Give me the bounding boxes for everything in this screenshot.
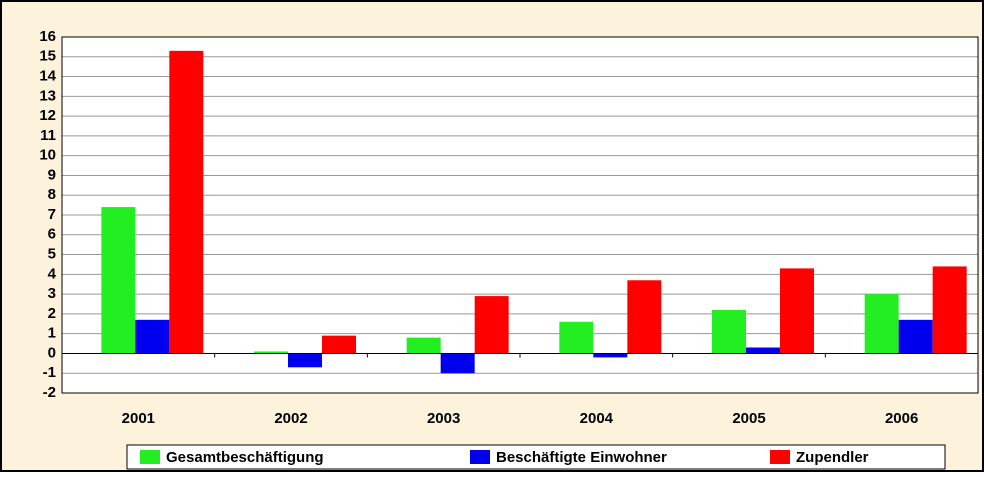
legend-swatch [140,450,160,464]
y-tick-label: 3 [48,285,56,302]
y-tick-label: -1 [43,364,56,381]
x-tick-label: 2005 [732,410,765,427]
bar [101,207,136,354]
bar [474,296,509,354]
bar [746,347,780,354]
bar [322,335,356,354]
legend-box [126,444,946,470]
bar [288,353,322,368]
bar [135,319,170,354]
x-tick-label: 2001 [122,410,155,427]
legend-swatch [470,450,490,464]
bar [627,280,662,354]
y-tick-label: 14 [39,68,56,85]
bar [932,266,967,354]
bar [593,353,628,358]
legend-swatch [770,450,790,464]
y-tick-label: 10 [39,147,56,164]
bar [712,309,746,354]
y-tick-label: 13 [39,87,56,104]
bar [169,50,204,354]
y-tick-label: 6 [48,226,56,243]
y-tick-label: -2 [43,384,56,401]
legend-label: Gesamtbeschäftigung [166,449,324,466]
x-tick-label: 2002 [274,410,307,427]
x-tick-label: 2004 [580,410,614,427]
y-tick-label: 2 [48,305,56,322]
bar [780,268,814,354]
legend-label: Beschäftigte Einwohner [496,449,667,466]
y-tick-label: 16 [39,28,56,45]
y-tick-label: 12 [39,107,56,124]
y-tick-label: 4 [48,265,57,282]
bar [559,321,594,354]
bar [864,294,899,354]
x-tick-label: 2006 [885,410,918,427]
y-tick-label: 1 [48,325,56,342]
y-tick-label: 8 [48,186,56,203]
bar [898,319,933,354]
y-tick-label: 15 [39,48,56,65]
bar [406,337,441,354]
legend-label: Zupendler [796,449,869,466]
x-tick-label: 2003 [427,410,460,427]
y-tick-label: 7 [48,206,56,223]
bar [254,351,288,354]
y-tick-label: 9 [48,166,56,183]
y-tick-label: 5 [48,246,56,263]
bar [440,353,475,374]
plot-border [61,36,979,394]
y-tick-label: 11 [40,127,56,144]
y-tick-label: 0 [48,344,56,361]
